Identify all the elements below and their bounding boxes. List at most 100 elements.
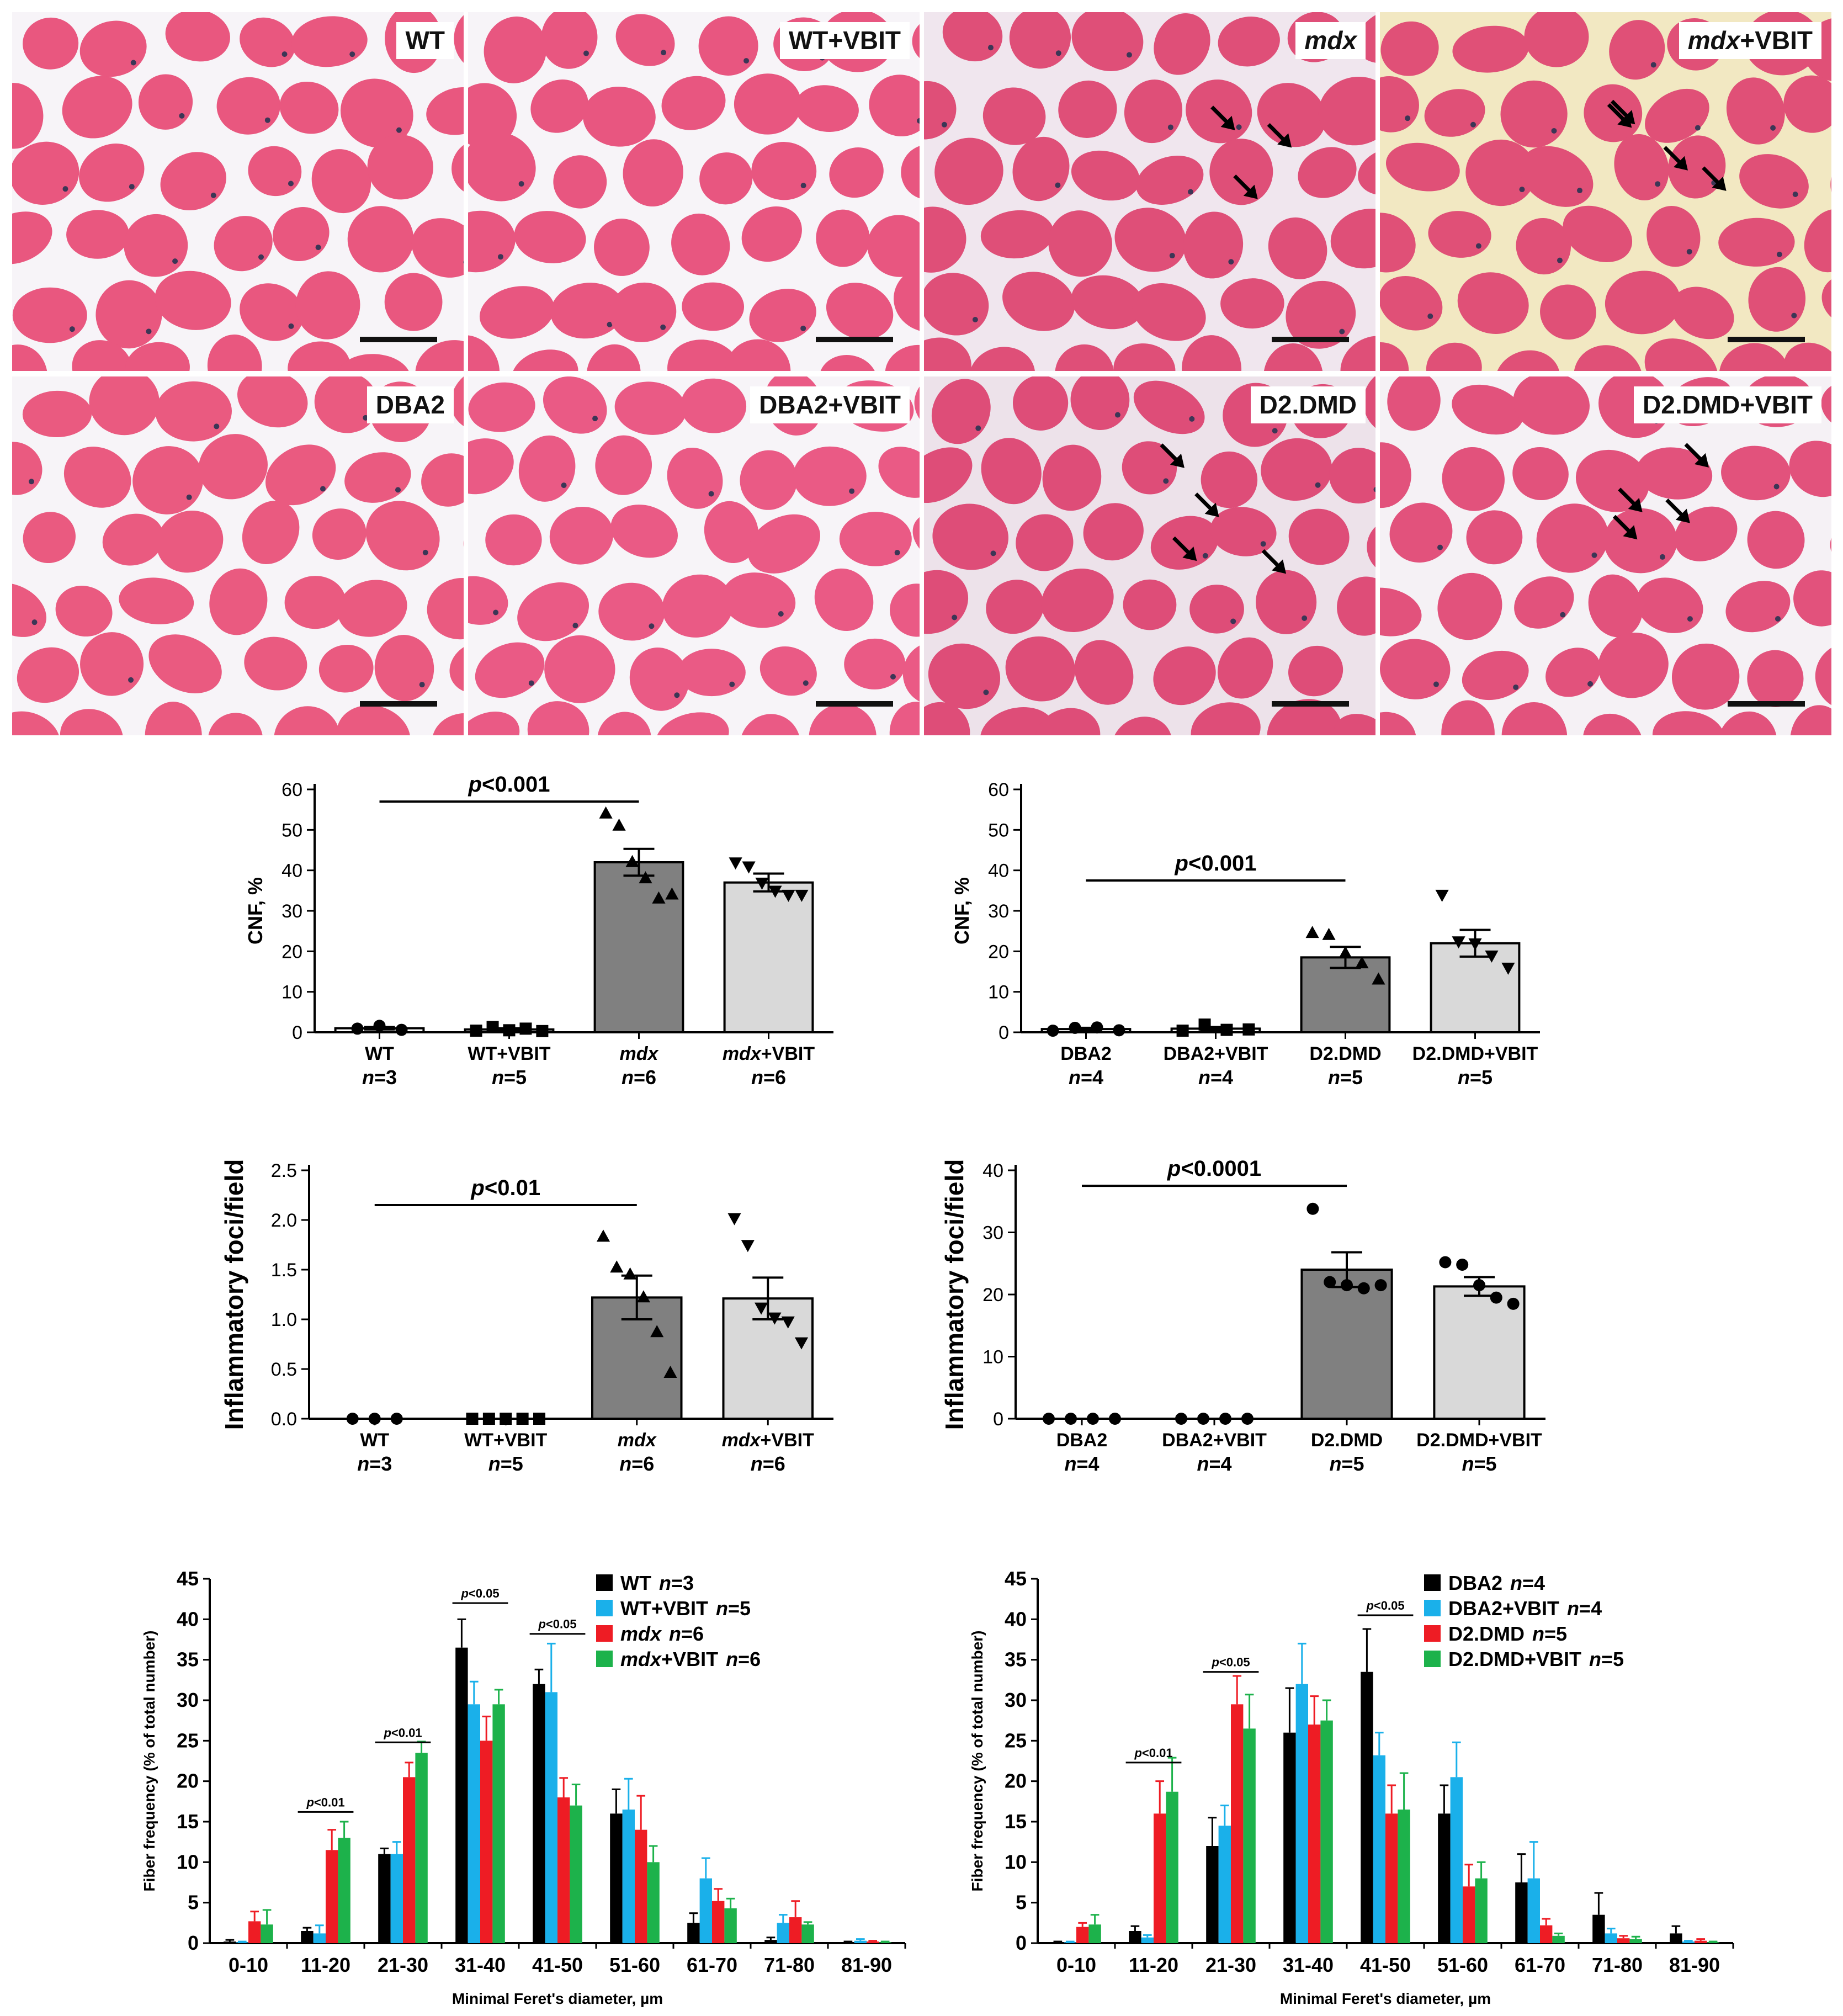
nucleus (800, 325, 806, 331)
nucleus (172, 258, 178, 264)
muscle-fiber (629, 648, 689, 711)
muscle-fiber (449, 641, 464, 694)
bar (480, 1741, 493, 1943)
y-tick-label: 5 (188, 1891, 199, 1914)
data-point (1069, 1021, 1081, 1034)
muscle-fiber (514, 211, 586, 263)
muscle-fiber (337, 580, 407, 637)
muscle-fiber (912, 15, 920, 66)
muscle-fiber (1830, 523, 1831, 572)
bar (1206, 1846, 1219, 1943)
data-point (768, 1312, 782, 1325)
bar (867, 1941, 879, 1943)
muscle-fiber (1005, 636, 1075, 702)
nucleus (661, 50, 667, 56)
y-tick-label: 20 (988, 941, 1009, 962)
nucleus (983, 689, 989, 696)
y-tick-label: 0 (1016, 1932, 1027, 1954)
data-point (795, 889, 809, 902)
nucleus (315, 245, 321, 251)
muscle-fiber (655, 712, 729, 735)
nucleus (1591, 552, 1597, 558)
muscle-fiber (1261, 438, 1332, 501)
muscle-fiber (155, 270, 231, 330)
muscle-fiber (336, 705, 411, 735)
panel-label: D2.DMD+VBIT (1634, 386, 1821, 423)
muscle-fiber (734, 73, 801, 135)
muscle-fiber (1636, 447, 1713, 500)
scale-bar (360, 701, 437, 707)
data-point (1241, 1413, 1254, 1425)
x-tick-label: 81-90 (841, 1954, 892, 1976)
bar (1243, 1728, 1256, 1943)
y-tick-label: 10 (1005, 1850, 1027, 1873)
muscle-fiber (819, 355, 878, 371)
muscle-fiber (1721, 445, 1791, 501)
muscle-fiber (932, 503, 1008, 570)
muscle-fiber (347, 206, 414, 273)
y-tick-label: 30 (177, 1689, 199, 1711)
muscle-fiber (23, 512, 76, 564)
x-tick-n-label: n=5 (492, 1066, 527, 1089)
x-tick-n-label: n=6 (751, 1066, 786, 1089)
muscle-fiber (1524, 12, 1589, 67)
legend-swatch (1424, 1600, 1441, 1616)
y-tick-label: 15 (177, 1810, 199, 1833)
bar (1463, 1886, 1475, 1943)
muscle-fiber (1719, 343, 1789, 371)
muscle-fiber (1387, 376, 1441, 431)
bar (1295, 1684, 1308, 1943)
nucleus (1126, 52, 1132, 58)
y-tick-label: 20 (177, 1770, 199, 1792)
x-tick-n-label: n=4 (1197, 1452, 1231, 1475)
x-tick-label: 31-40 (1283, 1954, 1334, 1976)
nucleus (592, 416, 598, 422)
significance-label: p<0.0001 (1167, 1156, 1261, 1181)
bar (1283, 1732, 1296, 1943)
y-axis-label: CNF, % (244, 877, 267, 945)
muscle-fiber (1183, 211, 1244, 279)
x-tick-n-label: n=3 (357, 1452, 392, 1475)
nucleus (1339, 328, 1345, 335)
data-point (782, 889, 795, 902)
bar (1231, 1704, 1244, 1943)
muscle-fiber (415, 340, 464, 371)
data-point (1341, 1279, 1353, 1292)
data-point (1322, 927, 1336, 940)
muscle-fiber (1821, 274, 1831, 326)
x-tick-label: 51-60 (609, 1954, 660, 1976)
muscle-fiber (890, 583, 920, 637)
muscle-fiber (795, 85, 859, 132)
y-tick-label: 40 (1005, 1608, 1027, 1630)
muscle-fiber (1674, 506, 1738, 561)
muscle-fiber (844, 638, 906, 689)
data-point (516, 1413, 529, 1425)
muscle-fiber (1041, 568, 1114, 632)
nucleus (1587, 681, 1594, 687)
nucleus (528, 680, 534, 686)
muscle-fiber (12, 141, 79, 205)
scale-bar (360, 337, 437, 342)
muscle-fiber (1337, 576, 1375, 636)
nucleus (849, 488, 855, 494)
nucleus (803, 680, 809, 686)
muscle-fiber (1718, 217, 1795, 267)
muscle-fiber (452, 139, 464, 197)
y-tick-label: 40 (282, 861, 302, 882)
muscle-fiber (1793, 570, 1831, 627)
muscle-fiber (1671, 643, 1740, 710)
data-point (1220, 1023, 1233, 1036)
nucleus (1272, 428, 1278, 434)
bar (789, 1917, 802, 1943)
x-tick-label: D2.DMD+VBIT (1412, 1043, 1538, 1064)
muscle-fiber (1747, 650, 1804, 707)
nucleus (186, 494, 192, 500)
nucleus (729, 681, 735, 687)
nucleus (1792, 192, 1798, 198)
panel-label: DBA2 (367, 386, 454, 423)
bar (687, 1923, 700, 1943)
muscle-fiber (1512, 447, 1569, 501)
x-tick-label: 21-30 (1205, 1954, 1256, 1976)
bar (1308, 1725, 1321, 1943)
nucleus (800, 183, 806, 189)
